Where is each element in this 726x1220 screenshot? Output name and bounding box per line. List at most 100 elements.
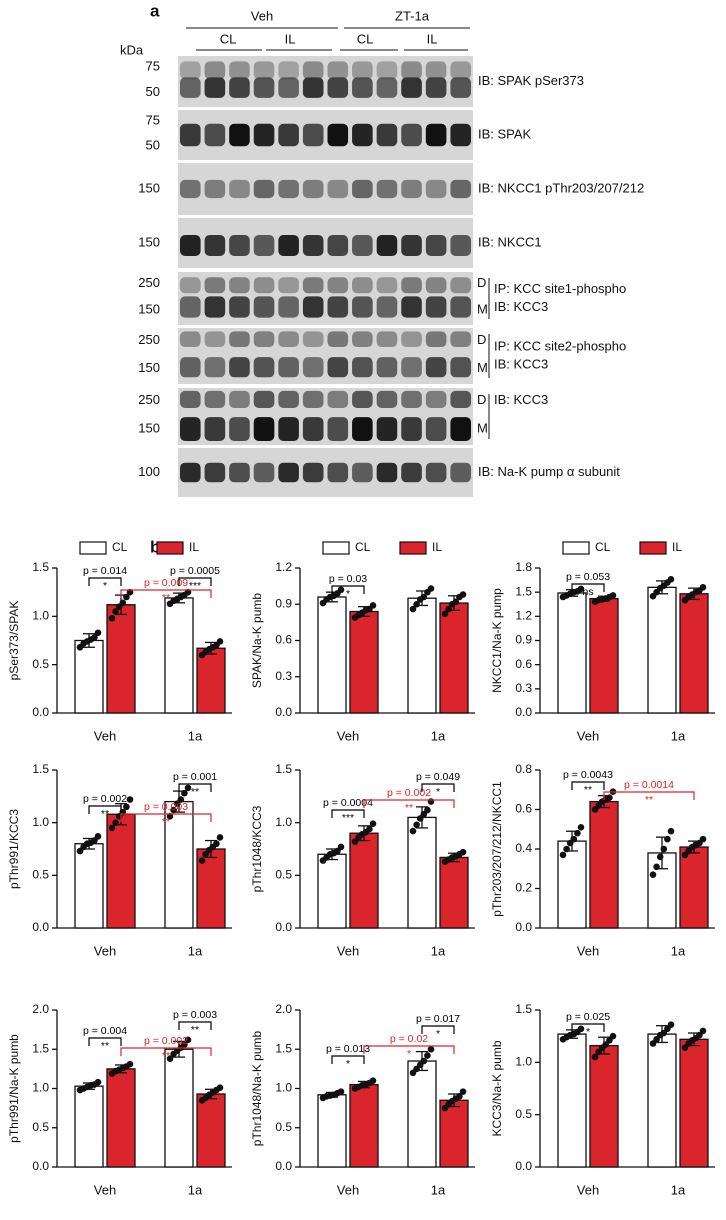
blot-band	[401, 235, 422, 256]
unit-label: kDa	[120, 42, 144, 57]
blot-band	[425, 357, 447, 378]
significance-bracket	[120, 1047, 212, 1056]
p-value: p = 0.0043	[563, 769, 613, 781]
data-point	[570, 835, 578, 843]
blot-band	[253, 179, 275, 199]
blot-band	[376, 417, 398, 442]
significance-stars: **	[162, 1050, 170, 1062]
blot-band	[253, 77, 275, 98]
blot-band	[253, 331, 275, 348]
blot-band	[204, 179, 226, 199]
legend-label: IL	[432, 540, 442, 554]
data-point	[649, 871, 657, 878]
bar	[196, 1093, 226, 1168]
y-tick-label: 1.0	[32, 609, 49, 623]
blot-band	[180, 235, 201, 256]
p-value: p = 0.014	[83, 565, 127, 577]
blot-band	[180, 61, 201, 80]
p-value: p = 0.017	[416, 1013, 460, 1025]
data-point	[119, 599, 127, 607]
blot-strip	[178, 218, 473, 268]
blot-band	[376, 462, 398, 483]
p-value: p = 0.004	[83, 1025, 127, 1037]
data-point	[366, 825, 373, 833]
blot-band	[352, 179, 373, 199]
blot-band	[376, 179, 398, 199]
blot-band	[278, 331, 299, 348]
y-tick-label: 0.3	[275, 669, 292, 683]
data-point	[577, 823, 585, 831]
x-tick-label: Veh	[94, 1182, 116, 1197]
blot-band	[302, 390, 324, 408]
data-point	[94, 1078, 102, 1086]
x-tick-label: 1a	[671, 728, 686, 743]
blot-band	[327, 462, 349, 483]
bar	[589, 597, 619, 714]
significance-stars: **	[162, 816, 170, 828]
significance-bracket	[331, 585, 365, 594]
significance-stars: *	[586, 1026, 590, 1038]
blot-band	[401, 462, 422, 483]
blot-band	[229, 179, 250, 199]
bar	[164, 1048, 194, 1168]
y-axis-label: pThr1048/Na-K pumb	[250, 1030, 264, 1146]
bar	[164, 597, 194, 714]
blot-band	[401, 61, 422, 80]
data-point	[577, 1025, 585, 1033]
y-tick-label: 1.0	[32, 815, 49, 829]
blot-band	[278, 179, 299, 199]
bar	[317, 1094, 347, 1168]
blot-band	[376, 357, 398, 378]
y-tick-label: 0.5	[32, 868, 49, 882]
data-point	[213, 840, 220, 848]
blot-band	[302, 179, 324, 199]
y-axis-label: pThr991/Na-K pumb	[7, 1034, 21, 1143]
legend-swatch	[79, 541, 107, 555]
significance-bracket	[178, 1021, 212, 1030]
data-point	[452, 598, 460, 606]
panel-label: a	[150, 1, 160, 20]
blot-band	[180, 462, 201, 483]
blot-band	[425, 235, 447, 256]
y-tick-label: 0.5	[275, 868, 292, 882]
form-label: M	[477, 360, 488, 375]
significance-bracket	[331, 809, 365, 818]
p-value: p = 0.0005	[170, 565, 220, 577]
data-point	[94, 833, 102, 840]
y-tick-label: 0.4	[515, 841, 532, 855]
significance-stars: **	[101, 808, 109, 820]
data-point	[591, 1053, 599, 1061]
significance-bracket	[421, 1025, 455, 1034]
blot-band	[302, 417, 324, 442]
blot-band	[425, 61, 447, 80]
blot-band	[352, 61, 373, 80]
bar	[164, 800, 194, 929]
blot-band	[352, 296, 373, 318]
p-value: p = 0.049	[416, 771, 460, 783]
blot-band	[180, 296, 201, 318]
legend-label: IL	[672, 540, 682, 554]
data-point	[166, 813, 174, 820]
blot-label: IB: NKCC1	[478, 234, 542, 249]
blot-band	[425, 462, 447, 483]
blot-label: IB: SPAK pSer373	[478, 73, 584, 88]
y-tick-label: 0.5	[32, 657, 49, 671]
blot-band	[253, 235, 275, 256]
data-point	[112, 608, 119, 615]
legend-swatch	[399, 541, 427, 555]
p-value: p = 0.013	[326, 1043, 370, 1055]
data-point	[427, 585, 435, 592]
blot-band	[450, 417, 471, 442]
p-value: p = 0.003	[144, 801, 188, 813]
mw-marker: 75	[146, 112, 160, 127]
x-tick-label: 1a	[431, 943, 446, 958]
blot-band	[327, 296, 349, 318]
bar	[679, 593, 709, 714]
data-point	[441, 610, 449, 618]
blot-band	[352, 77, 373, 98]
blot-band	[204, 462, 226, 483]
blot-band	[327, 417, 349, 442]
data-point	[126, 1060, 134, 1068]
blot-band	[327, 357, 349, 378]
blot-strip	[178, 448, 473, 497]
